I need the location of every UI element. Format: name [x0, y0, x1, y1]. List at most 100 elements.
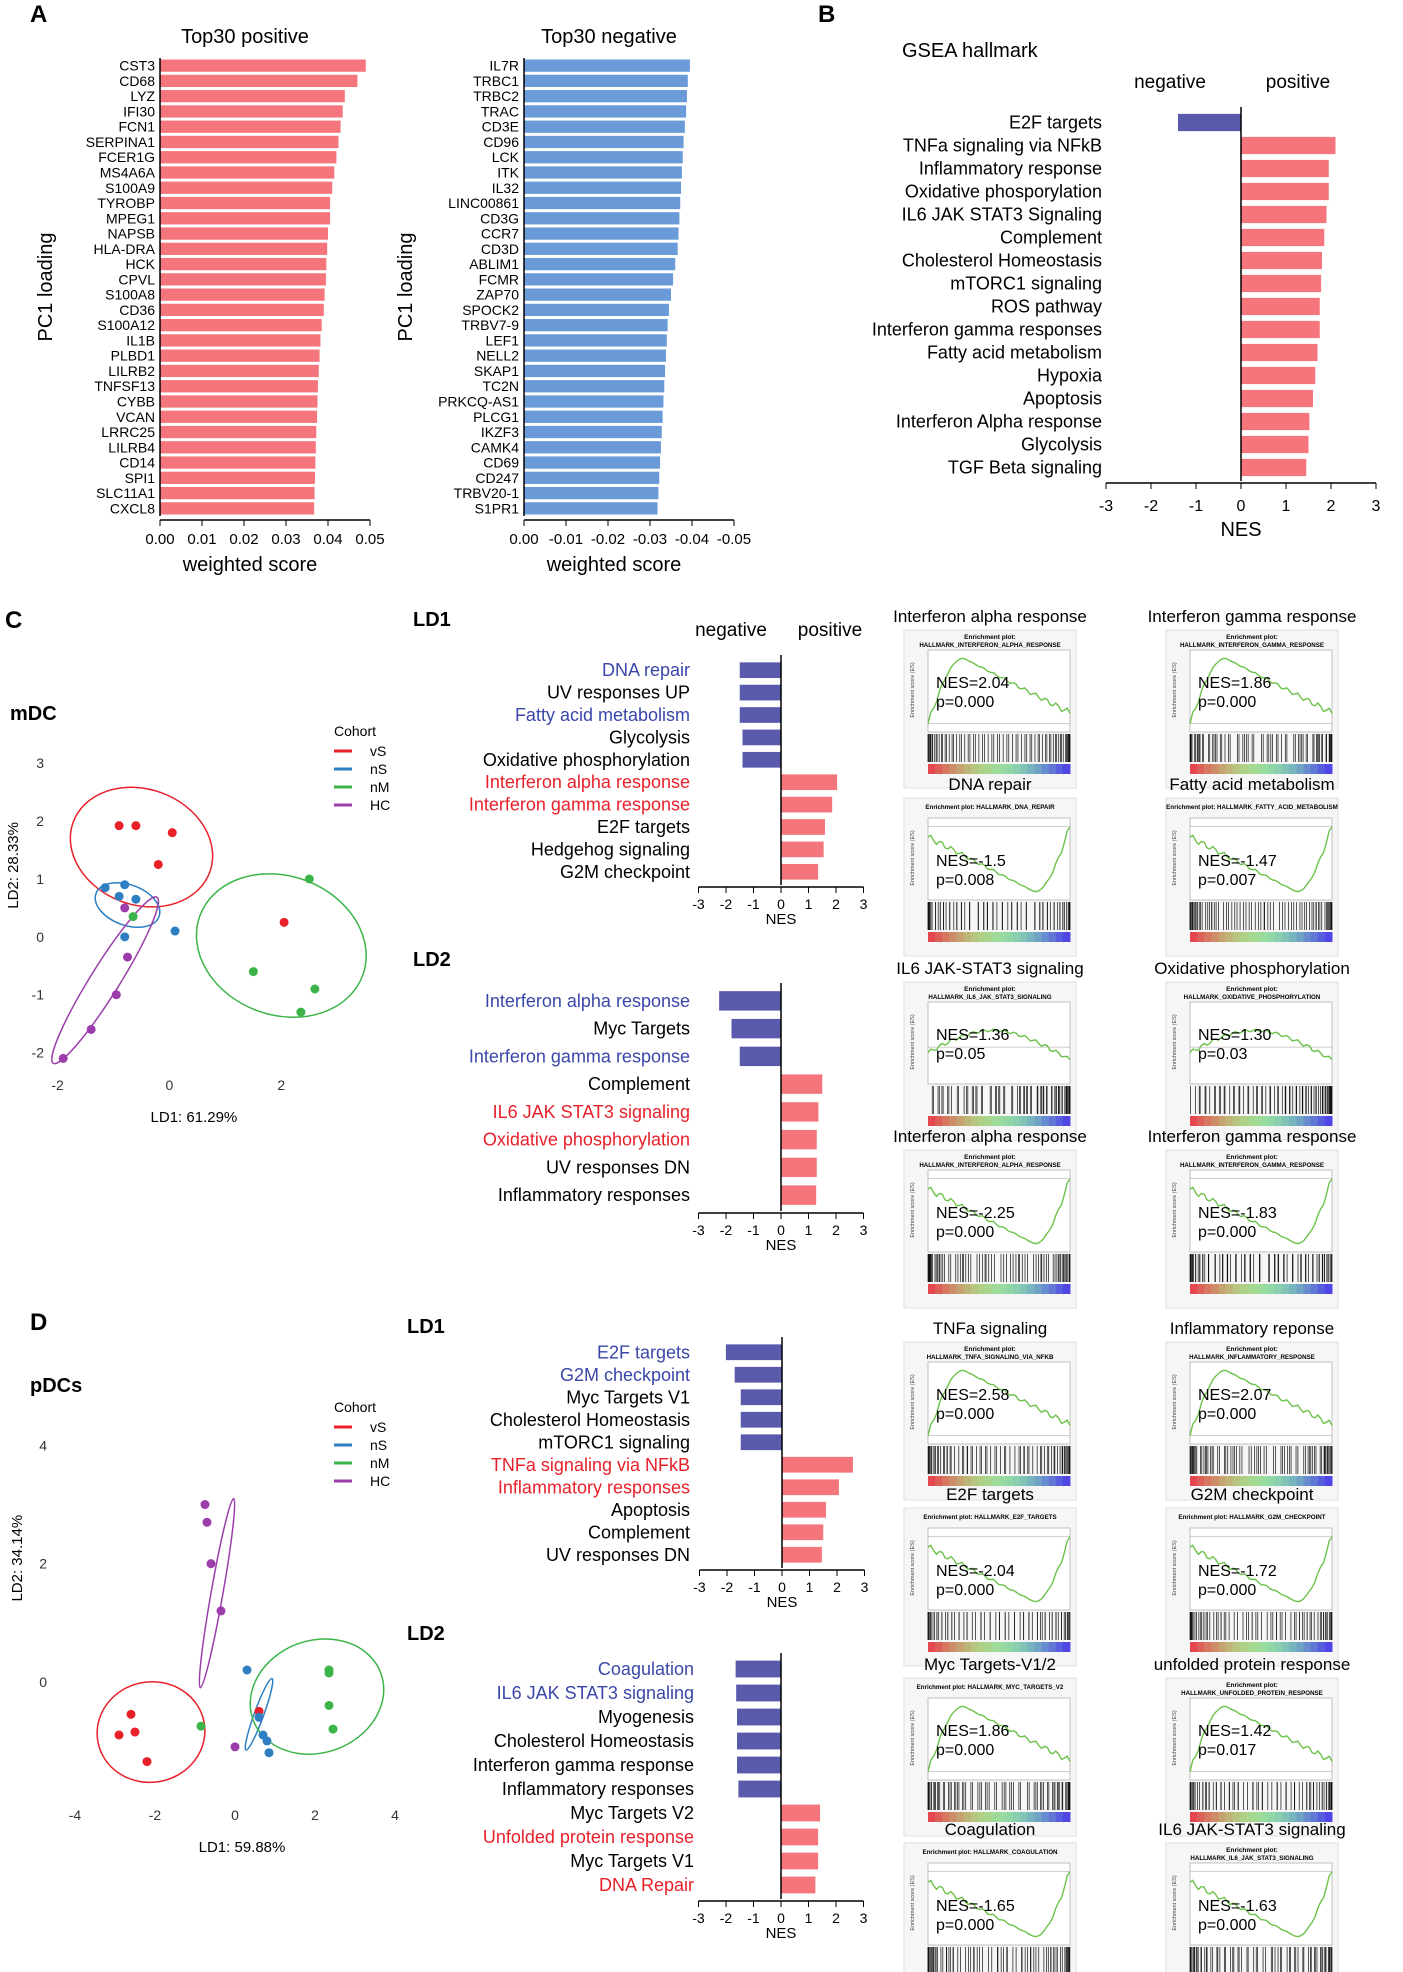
point-nS — [170, 926, 180, 936]
rank-gradient — [999, 1476, 1007, 1486]
enrichment-plot: Enrichment plot:HALLMARK_INFLAMMATORY_RE… — [1165, 1341, 1339, 1501]
x-tick-label: -2 — [721, 1579, 734, 1595]
rank-gradient — [1310, 1116, 1319, 1126]
rank-gradient — [935, 932, 943, 942]
bar-IL6 JAK STAT3 signaling — [781, 1102, 819, 1122]
bar-TRBC1 — [524, 74, 688, 88]
bar-label: TNFa signaling via NFkB — [903, 136, 1102, 156]
x-tick-label: 2 — [833, 1579, 841, 1595]
es-plot-area — [927, 1001, 1071, 1085]
rank-gradient — [1197, 932, 1205, 942]
rank-gradient — [1253, 932, 1262, 942]
bar-label: CAMK4 — [471, 439, 519, 455]
nes-value: NES=1.30 — [1198, 1027, 1271, 1044]
bar-label: NAPSB — [108, 226, 155, 242]
rank-gradient — [1253, 1476, 1262, 1486]
enrichment-plot: Enrichment plot:HALLMARK_INTERFERON_GAMM… — [1165, 629, 1339, 789]
rank-gradient — [1239, 764, 1248, 774]
legend-label: nM — [370, 1455, 389, 1471]
bar-Interferon gamma response — [739, 1046, 781, 1067]
rank-gradient — [991, 1116, 1000, 1126]
enrichment-plot: Enrichment plot:HALLMARK_IL6_JAK_STAT3_S… — [903, 981, 1077, 1141]
rank-gradient — [1310, 932, 1319, 942]
enrichment-title: DNA repair — [948, 775, 1031, 794]
bar-ABLIM1 — [524, 257, 676, 271]
bar-label: ZAP70 — [476, 287, 519, 303]
x-tick-label: 1 — [805, 896, 813, 912]
enrichment-plot: Enrichment plot: HALLMARK_G2M_CHECKPOINT… — [1165, 1507, 1339, 1667]
rank-gradient — [1062, 1812, 1071, 1822]
bar-label: Oxidative phosphorylation — [483, 1130, 690, 1150]
bar-label: Myc Targets V1 — [570, 1851, 694, 1871]
bar-DNA Repair — [781, 1876, 816, 1894]
bar-label: Interferon gamma responses — [872, 320, 1102, 340]
rank-gradient — [1261, 764, 1269, 774]
rank-gradient — [1253, 1812, 1262, 1822]
x-tick-label: 0.04 — [313, 531, 342, 548]
bar-label: CD14 — [119, 455, 155, 471]
bar-label: Complement — [588, 1522, 690, 1542]
p-value: p=0.000 — [936, 694, 994, 711]
bar-G2M checkpoint — [781, 863, 819, 880]
x-tick-label: 2 — [277, 1077, 285, 1093]
bar-IL32 — [524, 181, 682, 194]
point-nS — [120, 880, 130, 890]
rank-gradient — [1296, 1476, 1305, 1486]
enrichment-subheader: Enrichment plot: HALLMARK_DNA_REPAIR — [925, 804, 1055, 811]
enrichment-subheader: Enrichment plot: HALLMARK_MYC_TARGETS_V2 — [917, 1684, 1064, 1691]
enrichment-title: Coagulation — [945, 1820, 1036, 1839]
point-vS — [167, 828, 177, 838]
rank-gradient — [1034, 1476, 1043, 1486]
bar-label: CD96 — [483, 134, 519, 150]
rank-gradient — [1006, 764, 1014, 774]
bar-label: UV responses DN — [546, 1157, 690, 1177]
x-tick-label: 1 — [1282, 498, 1291, 515]
x-tick-label: 0 — [166, 1077, 174, 1093]
es-plot-area — [927, 817, 1071, 901]
enrichment-plot: Enrichment plot:HALLMARK_INTERFERON_GAMM… — [1165, 1149, 1339, 1309]
bar-label: SPOCK2 — [462, 302, 519, 318]
bar-label: LINC00861 — [448, 195, 519, 211]
y-tick-label: -2 — [32, 1045, 45, 1061]
rank-gradient — [1204, 764, 1212, 774]
rank-gradient — [928, 1642, 936, 1652]
bar-MPEG1 — [160, 212, 331, 225]
rank-gradient — [1225, 764, 1234, 774]
rank-gradient — [1324, 764, 1333, 774]
rank-gradient — [1232, 1642, 1241, 1652]
bar-label: TRAC — [481, 103, 519, 119]
nes-value: NES=2.58 — [936, 1387, 1009, 1404]
bar-TRAC — [524, 105, 687, 118]
y-tick-label: 2 — [39, 1556, 47, 1572]
rank-gradient — [1239, 1116, 1248, 1126]
rank-gradient — [1282, 764, 1290, 774]
bar-label: E2F targets — [597, 817, 690, 837]
rank-gradient — [1296, 764, 1305, 774]
x-tick-label: 0.00 — [145, 531, 174, 548]
enrichment-plot: Enrichment plot:HALLMARK_TNFA_SIGNALING_… — [903, 1341, 1077, 1501]
nes-value: NES=2.04 — [936, 675, 1009, 692]
rank-gradient — [1048, 1476, 1057, 1486]
bar-label: CXCL8 — [110, 500, 155, 516]
bar-VCAN — [160, 410, 318, 423]
bar-CYBB — [160, 395, 318, 408]
rank-gradient — [949, 1284, 957, 1294]
bar-label: Hypoxia — [1037, 366, 1103, 386]
bar-label: Interferon alpha response — [485, 772, 690, 792]
x-tick-label: -4 — [69, 1807, 82, 1823]
rank-gradient — [1211, 1284, 1219, 1294]
bar-Myc Targets — [731, 1018, 781, 1039]
rank-gradient — [1006, 1476, 1014, 1486]
y-tick-label: 4 — [39, 1437, 47, 1453]
rank-gradient — [1303, 1812, 1312, 1822]
rank-gradient — [1246, 1812, 1255, 1822]
bar-label: CD3E — [482, 119, 519, 135]
point-vS — [114, 821, 124, 831]
rank-gradient — [928, 1116, 936, 1126]
nes-value: NES=-2.04 — [936, 1563, 1015, 1580]
rank-gradient — [942, 1284, 950, 1294]
legend-label: vS — [370, 1419, 386, 1435]
rank-gradient — [1062, 764, 1071, 774]
rank-gradient — [1062, 1476, 1071, 1486]
ellipse-nM — [249, 1638, 385, 1755]
